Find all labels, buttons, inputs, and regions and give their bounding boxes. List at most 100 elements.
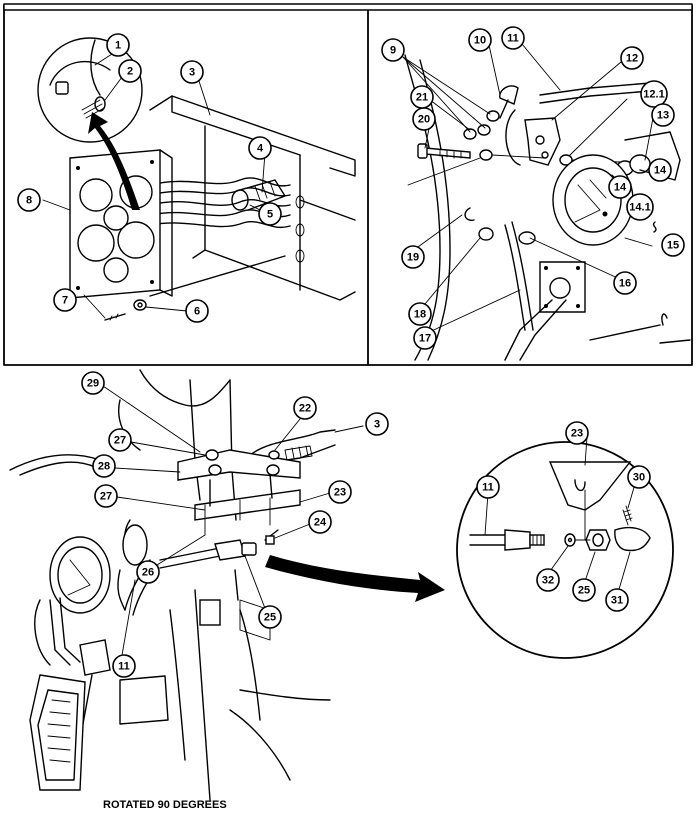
callout-28: 28 (92, 454, 116, 478)
callout-23: 23 (565, 421, 589, 445)
callout-number: 23 (571, 428, 583, 440)
callout-circle (94, 484, 118, 508)
callout-circle (605, 588, 629, 612)
callout-circle (613, 271, 637, 295)
callout-number: 13 (657, 110, 669, 122)
callout-number: 5 (267, 209, 273, 221)
callout-number: 27 (114, 435, 126, 447)
callout-13: 13 (651, 103, 675, 127)
callout-number: 12.1 (643, 89, 664, 101)
callout-number: 6 (194, 306, 200, 318)
callout-number: 7 (62, 295, 68, 307)
callout-11: 11 (476, 475, 500, 499)
callout-1: 1 (106, 33, 130, 57)
callout-number: 14 (654, 165, 667, 177)
callout-circle (136, 560, 160, 584)
callout-circle (413, 326, 437, 350)
callout-30: 30 (627, 465, 651, 489)
callout-24: 24 (308, 510, 332, 534)
callout-29: 29 (81, 371, 105, 395)
callout-12-1: 12.1 (640, 80, 668, 108)
callout-circle (640, 80, 668, 108)
callout-number: 27 (100, 491, 112, 503)
callout-number: 3 (374, 419, 380, 431)
panel-frames (3, 3, 693, 366)
callout-18: 18 (408, 302, 432, 326)
callout-number: 25 (578, 585, 590, 597)
callout-number: 18 (414, 309, 426, 321)
callout-number: 29 (87, 378, 99, 390)
callout-circle (468, 28, 492, 52)
callout-number: 1 (115, 40, 121, 52)
callout-number: 21 (416, 92, 428, 104)
callout-number: 19 (407, 252, 419, 264)
top-left-drawing (37, 37, 356, 321)
callout-17: 17 (413, 326, 437, 350)
callout-number: 16 (619, 278, 631, 290)
callout-circle (620, 46, 644, 70)
leader-lines (42, 43, 654, 662)
rotation-caption: ROTATED 90 DEGREES (103, 799, 227, 811)
callout-circle (648, 158, 672, 182)
callout-circle (328, 480, 352, 504)
callout-21: 21 (410, 85, 434, 109)
callout-number: 2 (127, 66, 133, 78)
callout-32: 32 (536, 568, 560, 592)
callout-number: 9 (390, 45, 396, 57)
callout-circle (381, 38, 405, 62)
callout-26: 26 (136, 560, 160, 584)
callout-2: 2 (118, 59, 142, 83)
callout-14: 14 (648, 158, 672, 182)
callout-circle (108, 428, 132, 452)
callout-6: 6 (185, 299, 209, 323)
callout-circle (92, 454, 116, 478)
callout-23: 23 (328, 480, 352, 504)
callout-27: 27 (94, 484, 118, 508)
callout-circle (365, 412, 389, 436)
callout-number: 32 (542, 575, 554, 587)
callout-number: 14 (614, 182, 627, 194)
callout-circle (661, 233, 685, 257)
callout-11: 11 (501, 26, 525, 50)
callout-4: 4 (248, 136, 272, 160)
callout-circle (308, 510, 332, 534)
callout-11: 11 (112, 654, 136, 678)
callout-number: 15 (667, 240, 679, 252)
callout-circle (608, 175, 632, 199)
callout-19: 19 (401, 245, 425, 269)
callout-25: 25 (572, 578, 596, 602)
callout-circle (401, 245, 425, 269)
callout-27: 27 (108, 428, 132, 452)
callout-7: 7 (53, 288, 77, 312)
callout-circle (258, 605, 282, 629)
callout-circle (565, 421, 589, 445)
bottom-drawing (9, 369, 674, 801)
callout-circle (572, 578, 596, 602)
callout-12: 12 (620, 46, 644, 70)
callout-circle (651, 103, 675, 127)
callout-5: 5 (258, 202, 282, 226)
callout-16: 16 (613, 271, 637, 295)
callout-number: 11 (482, 482, 494, 494)
callout-circle (17, 188, 41, 212)
callout-circle (118, 59, 142, 83)
callout-circle (81, 371, 105, 395)
callout-circle (185, 299, 209, 323)
callout-circle (408, 302, 432, 326)
callout-number: 25 (264, 612, 276, 624)
callout-number: 10 (474, 35, 486, 47)
callout-number: 24 (314, 517, 327, 529)
callout-31: 31 (605, 588, 629, 612)
callout-3: 3 (365, 412, 389, 436)
callout-circle (476, 475, 500, 499)
callout-20: 20 (412, 107, 436, 131)
callout-circle (293, 396, 317, 420)
callout-circle (626, 193, 654, 221)
callout-number: 14.1 (629, 202, 650, 214)
callout-circle (536, 568, 560, 592)
callout-circle (248, 136, 272, 160)
callout-circle (53, 288, 77, 312)
